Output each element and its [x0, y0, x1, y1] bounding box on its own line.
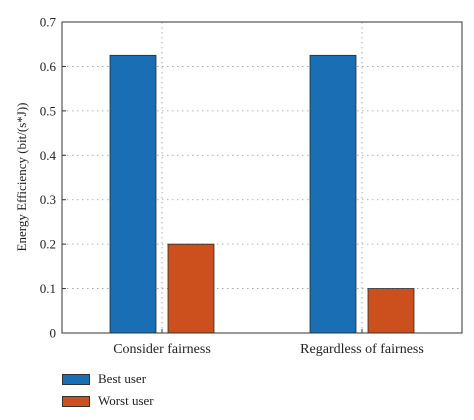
bar-worst-user — [167, 243, 215, 334]
y-tick-label: 0.1 — [40, 281, 56, 296]
bar-best-user — [109, 54, 157, 334]
bar-worst-user — [367, 288, 415, 334]
plot-frame — [61, 21, 463, 334]
bar-chart: 0 0.1 0.2 0.3 0.4 0.5 0.6 0.7 Consider fairness… — [14, 15, 463, 357]
legend-label-best-user: Best user — [98, 371, 147, 386]
y-tick-label: 0.6 — [40, 59, 57, 74]
bar-best-user — [309, 54, 357, 334]
legend-item-best-user: Best user — [62, 368, 154, 390]
x-axis-categories: Consider fairness Regardless of fairness — [113, 329, 424, 357]
y-tick-label: 0.5 — [40, 103, 56, 118]
y-tick-label: 0.4 — [40, 148, 57, 163]
y-tick-label: 0.2 — [40, 237, 56, 252]
legend: Best user Worst user — [62, 368, 154, 412]
legend-swatch-worst-user — [62, 395, 90, 407]
x-category-label: Consider fairness — [113, 342, 211, 357]
legend-label-worst-user: Worst user — [98, 393, 154, 408]
y-axis-ticks: 0 0.1 0.2 0.3 0.4 0.5 0.6 0.7 — [40, 15, 66, 341]
legend-item-worst-user: Worst user — [62, 390, 154, 412]
y-tick-label: 0 — [50, 326, 57, 341]
y-tick-label: 0.3 — [40, 192, 56, 207]
y-axis-label: Energy Efficiency (bit/(s*J)) — [14, 103, 29, 252]
x-category-label: Regardless of fairness — [300, 342, 424, 357]
gridlines — [62, 22, 462, 333]
y-tick-label: 0.7 — [40, 15, 57, 30]
bars — [109, 54, 415, 334]
legend-swatch-best-user — [62, 373, 90, 385]
